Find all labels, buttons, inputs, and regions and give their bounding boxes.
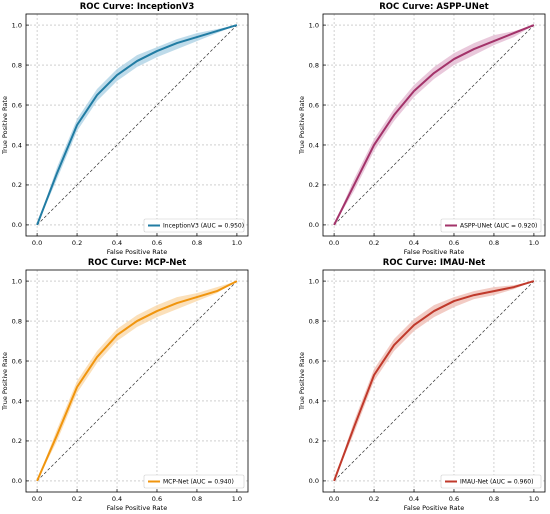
y-tick-label: 0.6 bbox=[309, 357, 319, 365]
legend-label: IMAU-Net (AUC = 0.960) bbox=[460, 479, 533, 486]
x-tick-label: 0.2 bbox=[72, 239, 82, 247]
x-axis-label: False Positive Rate bbox=[107, 248, 167, 256]
x-tick-label: 0.4 bbox=[409, 495, 419, 503]
legend-box bbox=[143, 218, 245, 233]
chart-title: ROC Curve: ASPP-UNet bbox=[379, 2, 489, 12]
x-tick-label: 0.2 bbox=[369, 495, 379, 503]
chart-title: ROC Curve: MCP-Net bbox=[88, 258, 186, 268]
x-tick-label: 0.4 bbox=[112, 495, 122, 503]
y-axis-label: True Positive Rate bbox=[1, 352, 9, 411]
legend-box bbox=[440, 474, 542, 489]
x-tick-label: 0.8 bbox=[489, 495, 499, 503]
y-tick-label: 0.4 bbox=[12, 397, 22, 405]
y-tick-label: 0.2 bbox=[309, 181, 319, 189]
y-tick-label: 0.2 bbox=[12, 181, 22, 189]
plot-frame bbox=[25, 269, 249, 493]
y-tick-label: 0.6 bbox=[12, 357, 22, 365]
chance-diagonal-line bbox=[36, 24, 238, 226]
chart-panel-3: ROC Curve: MCP-Net 0.0 0.0 0.2 0.2 0.4 0.4 0.6 0… bbox=[1, 258, 249, 512]
chart-panel-4: ROC Curve: IMAU-Net 0.0 0.0 0.2 0.2 0.4 0.4 0.6… bbox=[298, 258, 546, 512]
y-tick-label: 0.2 bbox=[12, 437, 22, 445]
x-tick-label: 0.0 bbox=[32, 495, 42, 503]
legend-label: InceptionV3 (AUC = 0.950) bbox=[163, 223, 244, 230]
y-tick-label: 1.0 bbox=[12, 21, 22, 29]
x-axis-label: False Positive Rate bbox=[404, 504, 464, 512]
y-tick-label: 0.8 bbox=[12, 61, 22, 69]
x-tick-label: 0.0 bbox=[32, 239, 42, 247]
chance-diagonal-line bbox=[333, 24, 535, 226]
plot-frame bbox=[25, 13, 249, 237]
confidence-band bbox=[334, 281, 534, 481]
y-tick-label: 1.0 bbox=[309, 277, 319, 285]
y-tick-label: 0.4 bbox=[12, 141, 22, 149]
x-tick-label: 0.8 bbox=[192, 495, 202, 503]
x-axis-label: False Positive Rate bbox=[107, 504, 167, 512]
y-tick-label: 0.0 bbox=[12, 221, 22, 229]
y-tick-label: 0.4 bbox=[309, 397, 319, 405]
x-tick-label: 1.0 bbox=[232, 239, 242, 247]
x-tick-label: 0.6 bbox=[449, 239, 459, 247]
y-tick-label: 0.6 bbox=[309, 101, 319, 109]
x-tick-label: 1.0 bbox=[529, 239, 539, 247]
x-tick-label: 0.6 bbox=[152, 239, 162, 247]
x-tick-label: 0.4 bbox=[112, 239, 122, 247]
legend-box bbox=[440, 218, 542, 233]
y-tick-label: 0.8 bbox=[309, 61, 319, 69]
y-tick-label: 0.8 bbox=[309, 317, 319, 325]
x-tick-label: 0.8 bbox=[192, 239, 202, 247]
x-tick-label: 0.0 bbox=[329, 495, 339, 503]
y-tick-label: 0.0 bbox=[309, 477, 319, 485]
plot-frame bbox=[322, 269, 546, 493]
x-tick-label: 0.0 bbox=[329, 239, 339, 247]
y-tick-label: 1.0 bbox=[12, 277, 22, 285]
legend-label: ASPP-UNet (AUC = 0.920) bbox=[460, 223, 537, 230]
y-tick-label: 0.4 bbox=[309, 141, 319, 149]
x-tick-label: 0.2 bbox=[72, 495, 82, 503]
legend-box bbox=[143, 474, 245, 489]
chart-panel-2: ROC Curve: ASPP-UNet 0.0 0.0 0.2 0.2 0.4 0.4 0.… bbox=[298, 2, 546, 256]
y-tick-label: 0.0 bbox=[309, 221, 319, 229]
chance-diagonal-line bbox=[333, 280, 535, 482]
y-axis-label: True Positive Rate bbox=[1, 96, 9, 155]
x-tick-label: 0.2 bbox=[369, 239, 379, 247]
x-tick-label: 0.6 bbox=[152, 495, 162, 503]
chance-diagonal-line bbox=[36, 280, 238, 482]
y-tick-label: 0.2 bbox=[309, 437, 319, 445]
y-tick-label: 0.6 bbox=[12, 101, 22, 109]
chart-title: ROC Curve: InceptionV3 bbox=[80, 2, 195, 12]
y-tick-label: 0.0 bbox=[12, 477, 22, 485]
x-tick-label: 0.6 bbox=[449, 495, 459, 503]
plot-frame bbox=[322, 13, 546, 237]
y-axis-label: True Positive Rate bbox=[298, 96, 306, 155]
x-tick-label: 1.0 bbox=[529, 495, 539, 503]
x-axis-label: False Positive Rate bbox=[404, 248, 464, 256]
y-axis-label: True Positive Rate bbox=[298, 352, 306, 411]
chart-title: ROC Curve: IMAU-Net bbox=[383, 258, 485, 268]
x-tick-label: 1.0 bbox=[232, 495, 242, 503]
y-tick-label: 1.0 bbox=[309, 21, 319, 29]
y-tick-label: 0.8 bbox=[12, 317, 22, 325]
x-tick-label: 0.8 bbox=[489, 239, 499, 247]
legend-label: MCP-Net (AUC = 0.940) bbox=[163, 479, 234, 486]
chart-panel-1: ROC Curve: InceptionV3 0.0 0.0 0.2 0.2 0.4 0.4… bbox=[1, 2, 249, 256]
x-tick-label: 0.4 bbox=[409, 239, 419, 247]
